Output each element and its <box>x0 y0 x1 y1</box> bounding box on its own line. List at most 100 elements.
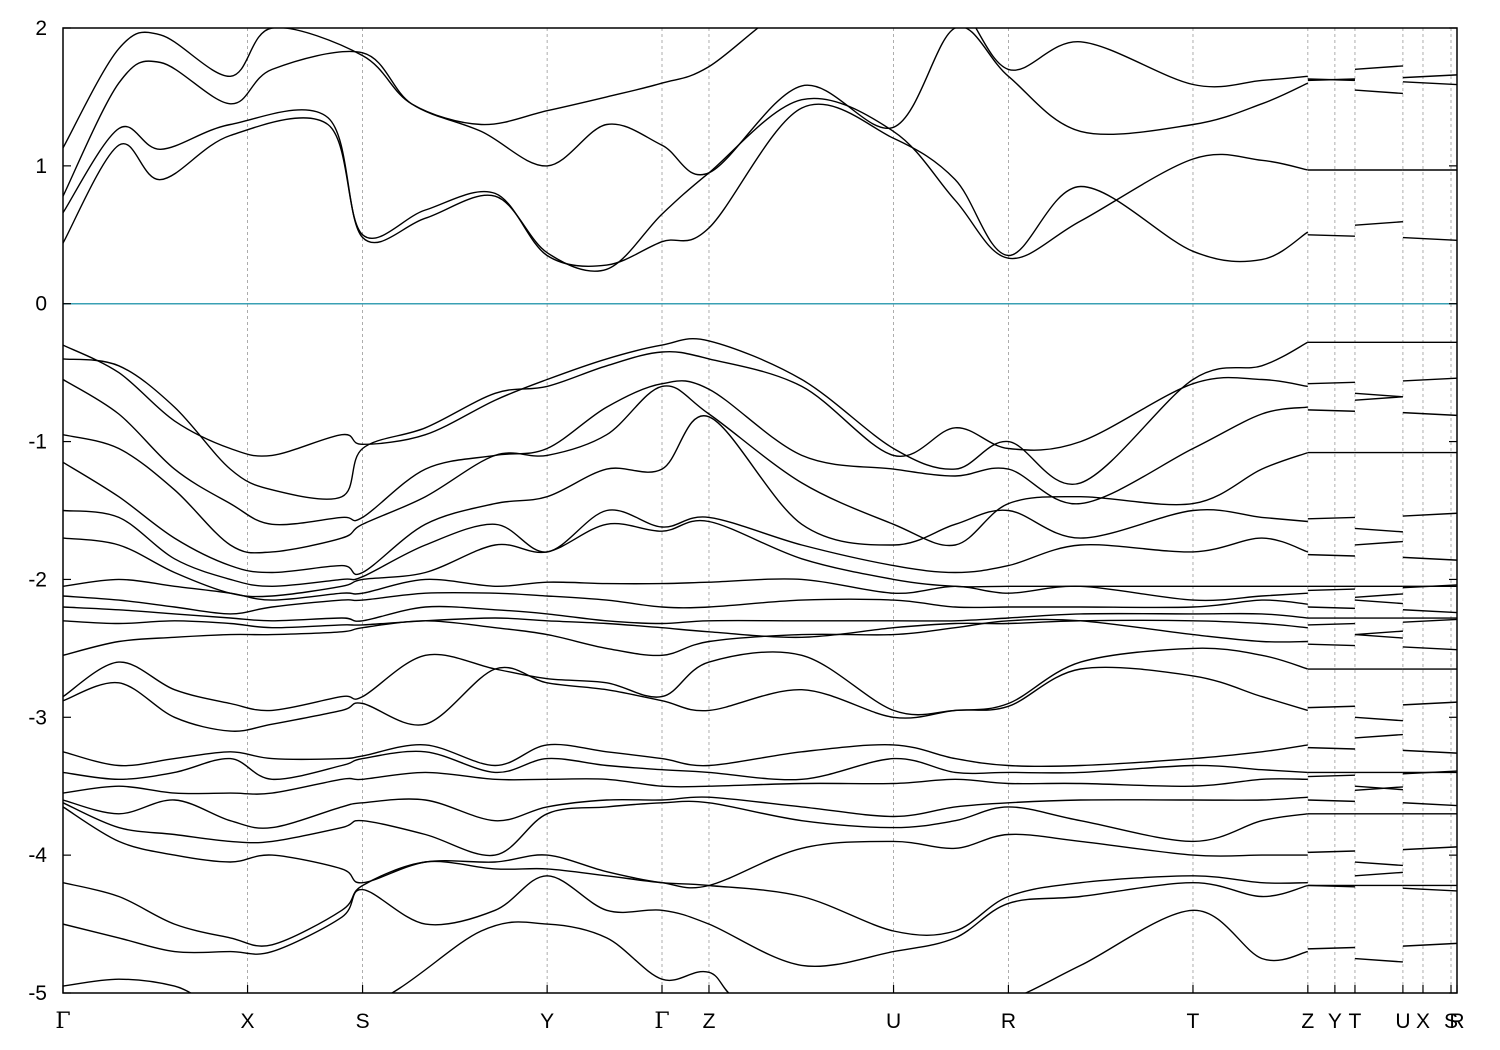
band-3-segment-2 <box>1354 65 1403 71</box>
band-17-segment-1 <box>1307 705 1355 709</box>
band-15-segment-1 <box>1307 643 1355 647</box>
band-18 <box>63 743 1308 768</box>
band-6-segment-3 <box>1402 411 1457 417</box>
xtick-label-13: X <box>1416 1010 1430 1033</box>
band-26 <box>63 909 1308 993</box>
band-20-segment-1 <box>1307 774 1355 778</box>
band-15-segment-2 <box>1354 630 1403 636</box>
band-14-segment-1 <box>1307 622 1355 626</box>
band-14-segment-3 <box>1402 618 1457 623</box>
band-8 <box>63 415 1308 576</box>
band-17 <box>63 666 1309 732</box>
band-18-segment-3 <box>1402 749 1457 754</box>
ytick-label-3: -1 <box>28 431 47 454</box>
band-6-segment-1 <box>1307 409 1355 412</box>
band-16 <box>63 647 1309 716</box>
band-20-segment-3 <box>1402 770 1457 775</box>
band-12 <box>63 591 1308 615</box>
band-25 <box>63 875 1308 967</box>
xtick-label-6: U <box>886 1010 901 1033</box>
band-11-segment-3 <box>1402 584 1457 589</box>
xtick-label-12: U <box>1395 1010 1410 1033</box>
ytick-label-2: 0 <box>35 293 47 316</box>
band-26-segment-1 <box>1307 946 1355 950</box>
band-4 <box>63 338 1309 486</box>
band-2-segment-2 <box>1354 89 1403 95</box>
plot-frame <box>62 27 1458 994</box>
band-23-segment-2 <box>1354 861 1403 867</box>
band-14-segment-2 <box>1354 633 1403 639</box>
band-0 <box>63 103 1309 267</box>
band-2-segment-3 <box>1402 74 1457 79</box>
band-13 <box>63 605 1308 625</box>
band-9 <box>63 509 1309 588</box>
xtick-label-11: T <box>1349 1010 1362 1033</box>
band-26-segment-3 <box>1402 942 1457 947</box>
ytick-label-0: 2 <box>35 17 47 40</box>
xtick-label-14: S <box>1444 1010 1458 1033</box>
band-26-segment-2 <box>1354 957 1403 963</box>
band-6-segment-2 <box>1354 396 1403 401</box>
ytick-label-1: 1 <box>35 155 47 178</box>
band-11-segment-2 <box>1354 599 1403 605</box>
band-12-segment-2 <box>1354 593 1403 599</box>
band-5-segment-1 <box>1307 381 1355 385</box>
band-23-segment-1 <box>1307 850 1355 854</box>
band-lines <box>63 28 1457 993</box>
ytick-label-5: -3 <box>28 706 47 729</box>
band-21-segment-1 <box>1307 799 1355 803</box>
band-12-segment-3 <box>1402 609 1457 614</box>
band-1 <box>63 97 1308 272</box>
band-24 <box>63 860 1308 947</box>
band-9-segment-1 <box>1307 553 1355 557</box>
band-7 <box>63 385 1309 554</box>
band-3-segment-1 <box>1307 78 1355 82</box>
xtick-label-7: R <box>1001 1010 1016 1033</box>
band-5 <box>63 351 1308 500</box>
band-0-segment-1 <box>1307 234 1355 237</box>
xtick-label-8: T <box>1187 1010 1200 1033</box>
band-0-segment-3 <box>1402 236 1457 241</box>
band-24-segment-3 <box>1402 887 1457 892</box>
band-15-segment-3 <box>1402 646 1457 651</box>
band-10 <box>63 519 1308 598</box>
band-8-segment-1 <box>1307 516 1355 520</box>
band-6 <box>63 378 1308 526</box>
band-23-segment-3 <box>1402 846 1457 851</box>
band-21-segment-3 <box>1402 802 1457 807</box>
xtick-label-0: Γ <box>55 1009 70 1034</box>
band-8-segment-2 <box>1354 527 1403 533</box>
band-8-segment-3 <box>1402 512 1457 517</box>
ytick-label-7: -5 <box>28 982 47 1005</box>
band-5-segment-3 <box>1402 377 1457 382</box>
band-19 <box>63 750 1308 781</box>
band-3-segment-3 <box>1402 81 1457 86</box>
ytick-label-4: -2 <box>28 568 47 591</box>
band-5-segment-2 <box>1354 392 1403 398</box>
band-3 <box>63 28 1308 149</box>
band-20 <box>63 771 1308 795</box>
band-9-segment-3 <box>1402 556 1457 561</box>
xtick-label-5: Z <box>703 1010 716 1033</box>
band-23 <box>63 806 1308 889</box>
xtick-label-9: Z <box>1301 1010 1314 1033</box>
band-17-segment-3 <box>1402 701 1457 706</box>
band-9-segment-2 <box>1354 540 1403 546</box>
high-symmetry-gridlines <box>247 28 1452 993</box>
band-11 <box>63 578 1308 602</box>
xtick-label-4: Γ <box>654 1009 669 1034</box>
xtick-label-1: X <box>241 1010 255 1033</box>
band-24-segment-2 <box>1354 871 1403 877</box>
band-18-segment-1 <box>1307 746 1355 750</box>
band-2 <box>63 28 1309 197</box>
band-15 <box>63 618 1308 657</box>
band-12-segment-1 <box>1307 606 1355 610</box>
band-0-segment-2 <box>1354 220 1403 226</box>
xtick-label-2: S <box>356 1010 370 1033</box>
band-17-segment-2 <box>1354 716 1403 722</box>
band-11-segment-1 <box>1307 588 1355 592</box>
band-18-segment-2 <box>1354 733 1403 739</box>
x-axis: Γ X S Y Γ Z U R T Z Y T U X SR <box>55 985 1465 1034</box>
xtick-label-10: Y <box>1328 1010 1342 1033</box>
